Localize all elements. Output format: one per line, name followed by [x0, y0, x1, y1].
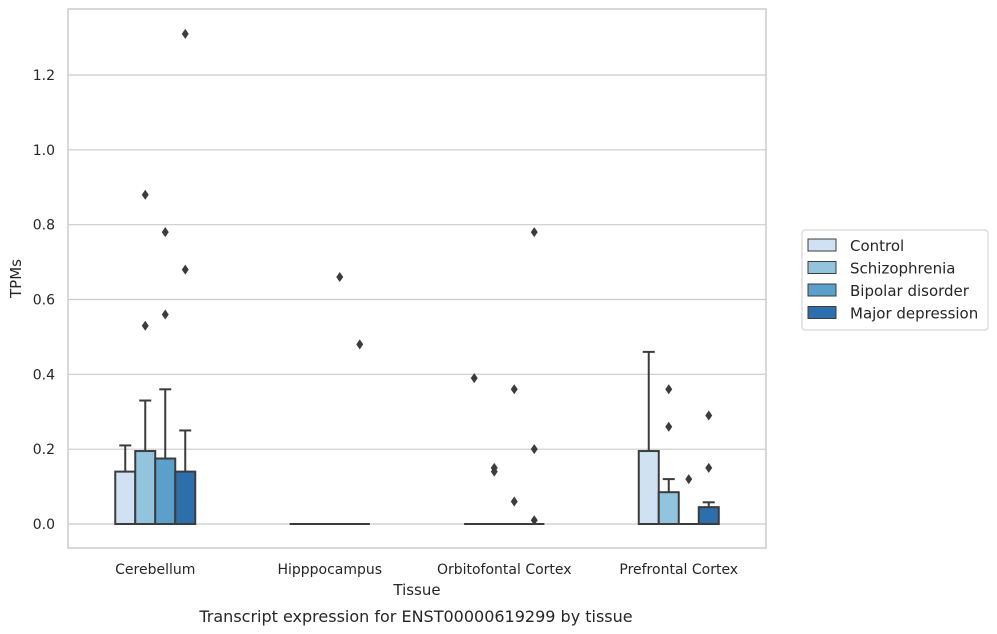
outlier-marker: [530, 227, 538, 238]
legend-swatch: [807, 261, 837, 274]
y-tick-label: 0.0: [33, 517, 55, 533]
plot-frame: [67, 8, 767, 549]
box-major-depression: [697, 501, 720, 526]
outlier-marker: [705, 462, 713, 473]
legend-frame: [801, 229, 989, 331]
y-tick-label: 1.2: [33, 68, 55, 84]
figure-caption: Transcript expression for ENST0000061929…: [198, 607, 632, 626]
outlier-marker: [141, 189, 149, 200]
x-tick-label: Prefrontal Cortex: [619, 562, 738, 578]
outlier-marker: [685, 474, 693, 485]
legend: Control Schizophrenia Bipolar disorder Majo…: [801, 229, 989, 331]
outlier-marker: [510, 384, 518, 395]
outlier-marker: [490, 462, 498, 473]
outlier-marker: [510, 496, 518, 507]
x-tick-labels: Cerebellum Hipppocampus Orbitofontal Corte…: [115, 562, 738, 578]
box-schizophrenia: [134, 399, 157, 526]
y-axis-title: TPMs: [7, 259, 25, 299]
y-tick-label: 0.4: [33, 367, 55, 383]
x-tick-label: Orbitofontal Cortex: [437, 562, 572, 578]
outlier-marker: [665, 384, 673, 395]
box-body: [134, 450, 157, 526]
x-tick-label: Hipppocampus: [277, 562, 382, 578]
legend-label: Major depression: [850, 305, 978, 323]
legend-swatch: [807, 283, 837, 297]
box-control: [637, 350, 660, 526]
y-tick-labels: 0.0 0.2 0.4 0.6 0.8 1.0 1.2: [33, 68, 55, 533]
outlier-marker: [705, 410, 713, 421]
legend-label: Control: [850, 237, 904, 255]
outlier-marker: [161, 227, 169, 238]
outlier-marker: [181, 28, 189, 39]
box-body: [114, 470, 137, 526]
y-tick-label: 0.6: [33, 293, 55, 309]
outlier-marker: [161, 309, 169, 320]
box-major-depression: [174, 429, 197, 526]
outlier-marker: [470, 373, 478, 384]
x-tick-label: Cerebellum: [115, 562, 195, 578]
box-bipolar-disorder: [154, 388, 177, 526]
boxes: [114, 350, 720, 526]
outlier-marker: [665, 421, 673, 432]
box-body: [174, 470, 197, 526]
grid-lines: [68, 74, 766, 525]
box-body: [697, 506, 720, 526]
outlier-marker: [336, 272, 344, 283]
box-body: [154, 457, 177, 526]
outlier-marker: [530, 444, 538, 455]
outlier-points: [141, 28, 713, 526]
outlier-marker: [356, 339, 364, 350]
legend-label: Bipolar disorder: [850, 282, 970, 300]
box-control: [114, 444, 137, 526]
y-tick-label: 0.2: [33, 442, 55, 458]
box-schizophrenia: [657, 478, 680, 525]
box-body: [637, 450, 660, 526]
y-tick-label: 1.0: [33, 143, 55, 159]
box-body: [657, 491, 680, 525]
outlier-marker: [181, 264, 189, 275]
outlier-marker: [530, 515, 538, 526]
legend-swatch: [807, 238, 837, 252]
y-tick-label: 0.8: [33, 218, 55, 234]
legend-swatch: [807, 306, 837, 319]
legend-label: Schizophrenia: [850, 260, 955, 278]
x-axis-title: Tissue: [392, 581, 440, 599]
outlier-marker: [141, 320, 149, 331]
